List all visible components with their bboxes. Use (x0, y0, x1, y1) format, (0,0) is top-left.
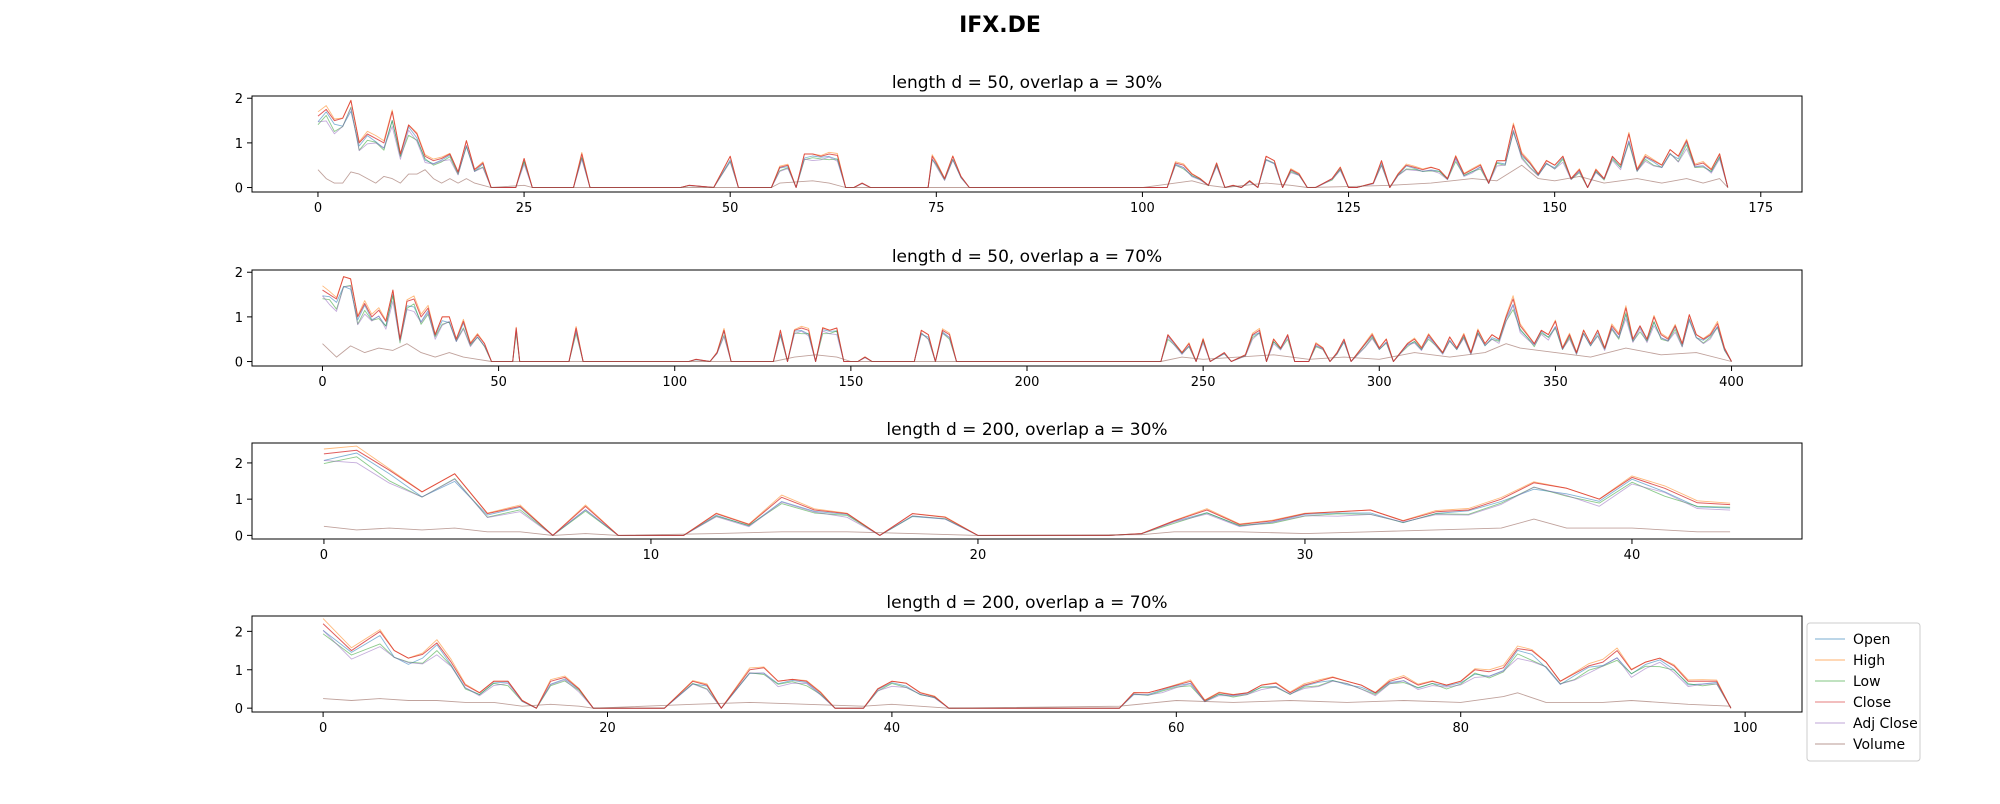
y-tick-label: 2 (235, 457, 243, 472)
subplot-title: length d = 50, overlap a = 70% (892, 247, 1162, 267)
y-tick-label: 1 (235, 311, 243, 326)
y-tick-label: 2 (235, 92, 243, 107)
legend-entry: Low (1815, 674, 1881, 690)
subplot-title: length d = 50, overlap a = 30% (892, 73, 1162, 93)
x-tick-label: 30 (1297, 548, 1314, 563)
series-line-volume (323, 692, 1731, 709)
series-line-close (322, 623, 1732, 709)
x-tick-label: 150 (838, 375, 863, 390)
series-line-adj-close (323, 459, 1731, 536)
x-tick-label: 0 (314, 201, 322, 216)
y-tick-label: 0 (235, 529, 243, 544)
legend-box (1806, 622, 1921, 762)
series-line-adj-close (322, 285, 1732, 362)
series-line-high (322, 276, 1732, 362)
y-tick-label: 2 (235, 625, 243, 640)
subplot-4: length d = 200, overlap a = 70%0 20 40 60 80… (235, 593, 1803, 736)
subplots: length d = 50, overlap a = 30%0 25 50 75 100… (235, 73, 1803, 736)
series-line-volume (317, 164, 1729, 188)
y-tick-label: 1 (235, 664, 243, 679)
axes-frame (251, 95, 1803, 193)
legend-entry: Adj Close (1815, 716, 1918, 732)
y-tick-label: 0 (235, 182, 243, 197)
x-tick-label: 175 (1748, 201, 1773, 216)
x-tick-label: 100 (662, 375, 687, 390)
x-tick-label: 100 (1733, 721, 1758, 736)
x-tick-label: 0 (319, 721, 327, 736)
series-line-low (317, 106, 1729, 188)
series-line-adj-close (322, 630, 1732, 709)
x-tick-label: 80 (1452, 721, 1469, 736)
legend-label: Open (1853, 632, 1890, 648)
subplot-title: length d = 200, overlap a = 30% (886, 420, 1167, 440)
legend-entry: Close (1815, 695, 1891, 711)
x-tick-label: 200 (1015, 375, 1040, 390)
x-tick-label: 250 (1191, 375, 1216, 390)
x-tick-label: 40 (884, 721, 901, 736)
x-tick-label: 20 (599, 721, 616, 736)
legend-label: Adj Close (1853, 716, 1918, 732)
series-line-high (317, 99, 1729, 188)
figure-title: IFX.DE (959, 13, 1041, 38)
legend-label: Close (1853, 695, 1891, 711)
x-tick-label: 25 (516, 201, 533, 216)
x-tick-label: 150 (1542, 201, 1567, 216)
legend-entry: Volume (1815, 737, 1905, 753)
x-tick-label: 0 (318, 375, 326, 390)
legend-entry: High (1815, 653, 1885, 669)
x-tick-label: 125 (1336, 201, 1361, 216)
y-tick-label: 0 (235, 356, 243, 371)
series-line-close (322, 276, 1732, 362)
series-line-adj-close (317, 107, 1729, 188)
series-line-volume (323, 518, 1731, 536)
legend-label: High (1853, 653, 1885, 669)
x-tick-label: 40 (1624, 548, 1641, 563)
legend-entry: Open (1815, 632, 1890, 648)
legend-label: Low (1853, 674, 1881, 690)
x-tick-label: 60 (1168, 721, 1185, 736)
x-tick-label: 300 (1367, 375, 1392, 390)
legend: Open High Low Close Adj Close Volume (1806, 622, 1921, 762)
plot-lines (322, 276, 1732, 362)
legend-label: Volume (1853, 737, 1905, 753)
plot-lines (322, 618, 1732, 709)
x-tick-label: 20 (970, 548, 987, 563)
axes-frame (251, 269, 1803, 367)
plot-lines (323, 445, 1731, 536)
y-tick-label: 1 (235, 137, 243, 152)
plot-lines (317, 99, 1729, 188)
x-tick-label: 350 (1543, 375, 1568, 390)
x-tick-label: 0 (320, 548, 328, 563)
subplot-3: length d = 200, overlap a = 30%0 10 20 30 40… (235, 420, 1803, 563)
series-line-high (322, 618, 1732, 709)
y-tick-label: 1 (235, 493, 243, 508)
subplot-2: length d = 50, overlap a = 70% 0 50 100 150 2… (235, 247, 1803, 390)
x-tick-label: 400 (1719, 375, 1744, 390)
y-tick-label: 0 (235, 702, 243, 717)
subplot-1: length d = 50, overlap a = 30% 0 25 50 75 100… (235, 73, 1803, 216)
series-line-open (322, 630, 1732, 709)
axes-frame (251, 442, 1803, 540)
series-line-close (317, 100, 1729, 188)
x-tick-label: 50 (722, 201, 739, 216)
x-tick-label: 10 (643, 548, 660, 563)
y-tick-label: 2 (235, 266, 243, 281)
series-line-volume (322, 343, 1732, 362)
x-tick-label: 50 (490, 375, 507, 390)
subplot-title: length d = 200, overlap a = 70% (886, 593, 1167, 613)
x-tick-label: 75 (928, 201, 945, 216)
series-line-low (322, 633, 1732, 709)
axes-frame (251, 615, 1803, 713)
x-tick-label: 100 (1130, 201, 1155, 216)
